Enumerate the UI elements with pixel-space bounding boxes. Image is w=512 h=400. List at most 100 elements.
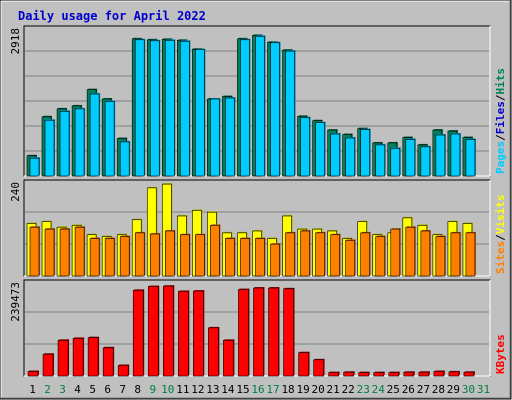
bar-sites-day-26 [405,226,416,277]
day-label-20: 20 [312,383,325,396]
y-max-label: 2918 [9,28,22,55]
bar-files-day-6 [104,101,115,177]
panel-legend-label: Pages/Files/Hits [494,68,507,174]
bar-sites-day-15 [240,238,250,277]
bar-files-day-7 [119,141,130,177]
bar-kbytes-day-23 [358,372,370,377]
bar-files-day-20 [315,122,325,177]
bar-files-day-22 [345,137,355,177]
bar-sites-day-29 [450,232,461,277]
x-axis-day-labels: 1 2 3 4 5 6 7 8 9 10 11 12 13 14 15 16 17 18 19 20 21 22 23 24 2… [29,383,490,396]
bar-sites-day-12 [195,234,205,277]
bar-sites-day-1 [29,226,40,277]
bar-files-day-29 [450,133,461,177]
bar-sites-day-30 [465,232,476,277]
bar-kbytes-day-13 [208,327,219,377]
bar-sites-day-4 [74,226,85,277]
day-label-31: 31 [477,383,490,396]
bar-kbytes-day-18 [283,288,294,377]
legend-files: Files [494,101,507,134]
day-label-11: 11 [176,383,189,396]
bar-files-day-17 [270,42,280,177]
day-label-18: 18 [281,383,294,396]
day-label-21: 21 [327,383,340,396]
day-label-4: 4 [74,383,81,396]
bar-sites-day-10 [164,230,175,277]
bar-kbytes-day-11 [178,291,189,377]
bar-kbytes-day-1 [27,371,39,377]
bar-files-day-30 [465,139,476,177]
bar-files-day-27 [420,146,431,177]
legend-sites: Sites [494,241,507,274]
day-label-9: 9 [149,383,156,396]
bar-files-day-2 [44,119,55,177]
panel-visits_sites: 240 Sites/Visits [9,179,507,277]
bar-sites-day-5 [89,238,100,277]
bar-kbytes-day-9 [147,286,159,377]
bar-kbytes-day-16 [253,287,264,377]
bar-files-day-3 [59,111,70,177]
bar-files-day-11 [180,40,190,177]
day-label-24: 24 [372,383,386,396]
y-max-label: 240 [9,182,22,202]
chart-title: Daily usage for April 2022 [18,9,206,23]
bar-kbytes-day-12 [193,290,204,377]
bar-sites-day-6 [104,238,115,277]
bar-files-day-18 [285,50,295,177]
legend-kbytes: KBytes [494,334,507,374]
day-label-30: 30 [462,383,475,396]
bar-kbytes-day-28 [433,371,445,377]
legend-pages: Pages [494,141,507,174]
bar-kbytes-day-14 [223,339,234,377]
bar-files-day-8 [134,39,145,177]
y-max-label: 239473 [9,282,22,322]
legend-separator: / [494,94,507,101]
day-label-12: 12 [191,383,204,396]
bar-files-day-1 [29,157,40,177]
bar-kbytes-day-30 [463,371,475,377]
bar-sites-day-25 [390,228,401,277]
day-label-3: 3 [59,383,66,396]
bar-sites-day-9 [149,233,160,277]
day-label-8: 8 [134,383,141,396]
bar-sites-day-24 [375,236,386,277]
bar-sites-day-18 [285,232,295,277]
bar-kbytes-day-19 [298,352,309,377]
legend-visits: Visits [494,195,507,235]
bar-sites-day-7 [119,236,130,277]
bar-kbytes-day-17 [268,287,279,377]
day-label-29: 29 [447,383,460,396]
bar-kbytes-day-3 [57,339,69,377]
bar-kbytes-day-4 [72,338,84,377]
bar-files-day-9 [149,40,160,177]
bar-files-day-15 [240,39,250,177]
bar-sites-day-3 [59,228,70,277]
day-label-6: 6 [104,383,111,396]
day-label-19: 19 [296,383,309,396]
bar-kbytes-day-2 [42,353,54,377]
bar-kbytes-day-24 [373,372,385,377]
bar-kbytes-day-10 [162,285,174,377]
bar-files-day-23 [360,129,371,177]
day-label-1: 1 [29,383,36,396]
bar-files-day-12 [195,49,205,177]
bar-kbytes-day-22 [343,371,354,377]
bar-files-day-26 [405,139,416,177]
bar-files-day-16 [255,36,265,177]
bar-sites-day-23 [360,232,371,277]
bar-sites-day-20 [315,232,325,277]
bar-kbytes-day-27 [418,371,430,377]
bar-sites-day-21 [330,234,340,277]
bar-files-day-5 [89,93,100,177]
bar-kbytes-day-20 [313,359,324,377]
bar-files-day-19 [300,117,310,177]
bar-kbytes-day-26 [403,371,415,377]
bar-files-day-24 [375,144,386,177]
legend-hits: Hits [494,68,507,95]
bar-sites-day-27 [420,230,431,277]
bar-kbytes-day-29 [448,371,460,377]
bar-files-day-25 [390,148,401,177]
